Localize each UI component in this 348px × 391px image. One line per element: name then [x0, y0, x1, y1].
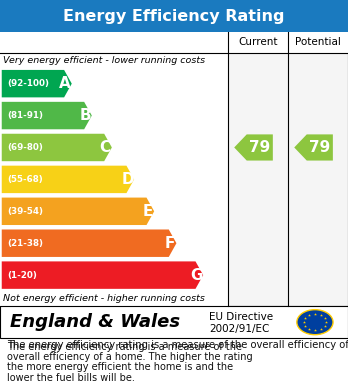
Polygon shape: [2, 102, 92, 129]
Text: The energy efficiency rating is a measure of the overall efficiency of a home. T: The energy efficiency rating is a measur…: [7, 340, 348, 350]
Polygon shape: [2, 197, 154, 225]
Text: Not energy efficient - higher running costs: Not energy efficient - higher running co…: [3, 294, 205, 303]
Text: A: A: [59, 76, 71, 91]
Text: (92-100): (92-100): [7, 79, 49, 88]
Polygon shape: [2, 262, 203, 289]
Bar: [0, 306, 348, 338]
Text: D: D: [121, 172, 134, 187]
Text: Potential: Potential: [295, 37, 341, 47]
Text: 79: 79: [249, 140, 270, 155]
Text: C: C: [100, 140, 111, 155]
Text: 2002/91/EC: 2002/91/EC: [209, 324, 269, 334]
Text: (21-38): (21-38): [7, 239, 43, 248]
Bar: [0, 32, 348, 53]
Text: (55-68): (55-68): [7, 175, 43, 184]
Polygon shape: [2, 166, 134, 193]
Text: (39-54): (39-54): [7, 207, 43, 216]
Text: overall efficiency of a home. The higher the rating: overall efficiency of a home. The higher…: [7, 352, 253, 362]
Polygon shape: [234, 135, 273, 161]
Text: (81-91): (81-91): [7, 111, 43, 120]
Bar: [0, 0, 348, 32]
Text: England & Wales: England & Wales: [10, 313, 181, 331]
Text: The energy efficiency rating is a measure of the: The energy efficiency rating is a measur…: [7, 342, 242, 352]
Text: Current: Current: [238, 37, 278, 47]
Bar: [0, 32, 228, 306]
Polygon shape: [294, 135, 333, 161]
Text: E: E: [142, 204, 153, 219]
Text: (1-20): (1-20): [7, 271, 37, 280]
Text: (69-80): (69-80): [7, 143, 43, 152]
Polygon shape: [2, 230, 176, 257]
Polygon shape: [2, 70, 72, 97]
Text: Energy Efficiency Rating: Energy Efficiency Rating: [63, 9, 285, 23]
Text: F: F: [165, 236, 175, 251]
Text: 79: 79: [309, 140, 331, 155]
Text: G: G: [190, 267, 203, 283]
Ellipse shape: [297, 310, 333, 335]
Text: Very energy efficient - lower running costs: Very energy efficient - lower running co…: [3, 56, 206, 65]
Bar: [0, 32, 348, 306]
Text: EU Directive: EU Directive: [209, 312, 273, 322]
Text: B: B: [79, 108, 91, 123]
Text: lower the fuel bills will be.: lower the fuel bills will be.: [7, 373, 135, 382]
Text: the more energy efficient the home is and the: the more energy efficient the home is an…: [7, 362, 233, 372]
Polygon shape: [2, 134, 112, 161]
